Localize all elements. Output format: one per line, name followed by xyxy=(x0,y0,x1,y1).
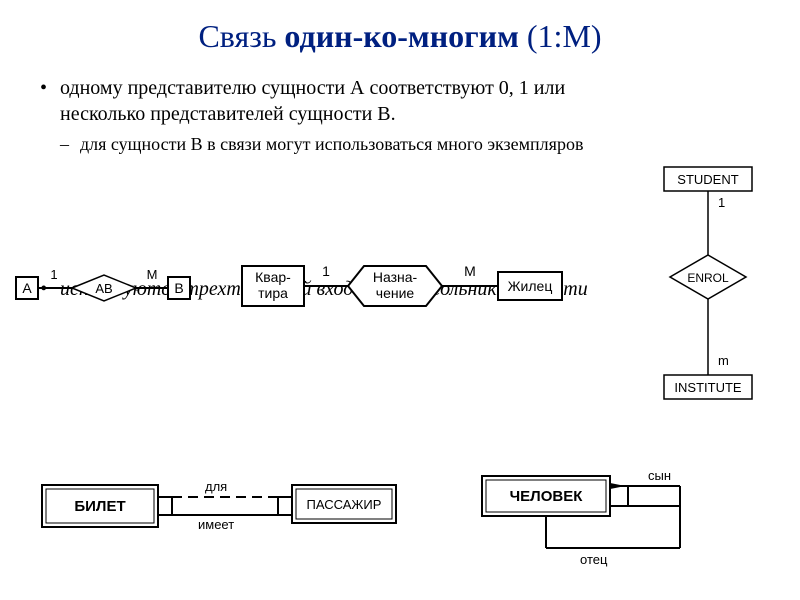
card-1: 1 xyxy=(50,267,57,282)
entity-tenant-label: Жилец xyxy=(508,278,553,294)
diagram-flat: Квар- тира 1 Назна- чение М Жилец xyxy=(240,252,570,322)
entity-passenger-label: ПАССАЖИР xyxy=(307,497,382,512)
bullet-1: одному представителю сущности А соответс… xyxy=(40,75,600,127)
entity-a-label: А xyxy=(22,280,32,296)
card-1: 1 xyxy=(322,263,330,279)
entity-b-label: В xyxy=(174,280,183,296)
rel-son-label: сын xyxy=(648,470,671,483)
entity-student-label: STUDENT xyxy=(677,172,738,187)
diagram-ab: А 1 АВ М В xyxy=(14,265,194,315)
entity-ticket-label: БИЛЕТ xyxy=(74,498,125,515)
page-title: Связь один-ко-многим (1:М) xyxy=(0,0,800,55)
card-m: М xyxy=(147,267,158,282)
title-prefix: Связь xyxy=(198,18,284,54)
diagram-person: ЧЕЛОВЕК сын отец xyxy=(480,470,740,580)
card-1: 1 xyxy=(718,195,725,210)
bullet-2: для сущности В в связи могут использоват… xyxy=(40,133,600,156)
svg-text:Квар-: Квар- xyxy=(255,269,291,285)
rel-ab-label: АВ xyxy=(95,281,112,296)
entity-institute-label: INSTITUTE xyxy=(674,380,741,395)
svg-text:чение: чение xyxy=(376,285,415,301)
svg-text:тира: тира xyxy=(258,285,288,301)
diagram-student-enrol: STUDENT 1 ENROL m INSTITUTE xyxy=(628,165,778,415)
diagram-ticket: БИЛЕТ для имеет ПАССАЖИР xyxy=(40,475,400,555)
entity-person-label: ЧЕЛОВЕК xyxy=(510,488,584,505)
card-m: М xyxy=(464,263,476,279)
title-main: один-ко-многим xyxy=(284,18,518,54)
card-m: m xyxy=(718,353,729,368)
title-suffix: (1:М) xyxy=(519,18,602,54)
rel-enrol-label: ENROL xyxy=(687,271,729,285)
rel-has-label: имеет xyxy=(198,517,234,532)
svg-text:Назна-: Назна- xyxy=(373,269,418,285)
rel-for-label: для xyxy=(205,479,227,494)
rel-father-label: отец xyxy=(580,552,608,567)
